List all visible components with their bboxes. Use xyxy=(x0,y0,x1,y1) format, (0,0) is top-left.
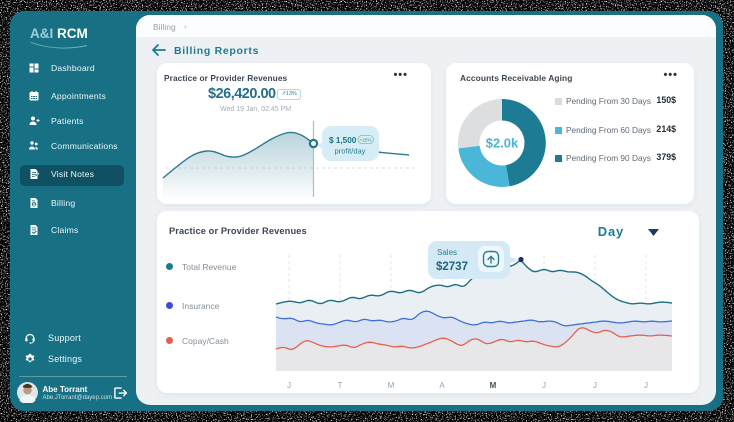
svg-text:M: M xyxy=(388,381,395,390)
svg-text:J: J xyxy=(287,381,291,390)
svg-text:J: J xyxy=(542,381,546,390)
svg-text:J: J xyxy=(593,381,597,390)
svg-text:profit/day: profit/day xyxy=(335,147,366,156)
svg-text:$ 1,500: $ 1,500 xyxy=(329,136,357,145)
svg-text:Sales: Sales xyxy=(437,248,457,257)
svg-text:J: J xyxy=(644,381,648,390)
svg-text:$: $ xyxy=(33,202,36,207)
svg-text:A: A xyxy=(439,381,445,390)
svg-text:M: M xyxy=(490,381,497,390)
svg-text:+25%: +25% xyxy=(360,137,372,142)
svg-text:T: T xyxy=(338,381,343,390)
svg-text:$2737: $2737 xyxy=(436,261,468,273)
svg-text:$2.0k: $2.0k xyxy=(486,136,519,151)
